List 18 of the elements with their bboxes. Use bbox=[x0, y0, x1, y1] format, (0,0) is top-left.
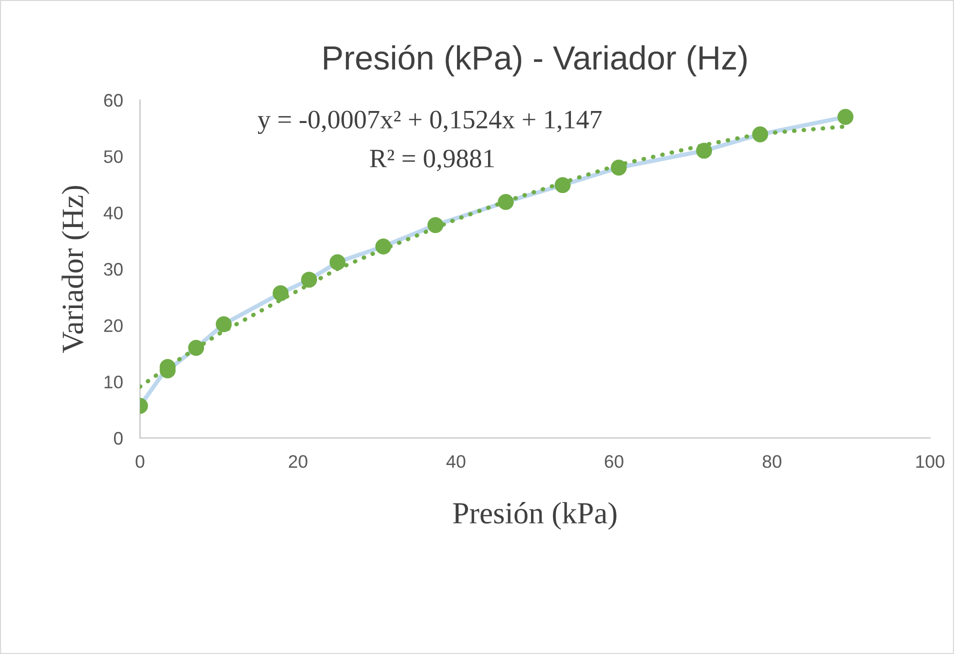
x-tick-label: 60 bbox=[604, 455, 624, 468]
y-tick-label: 40 bbox=[104, 206, 123, 220]
x-tick-label: 80 bbox=[762, 455, 782, 468]
y-axis-title: Variador (Hz) bbox=[62, 186, 90, 354]
x-tick-label: 100 bbox=[916, 455, 944, 468]
y-tick-label: 20 bbox=[104, 319, 123, 332]
annotation: y = -0,0007x² + 0,1524x + 1,147 bbox=[258, 110, 602, 134]
annotation: R² = 0,9881 bbox=[370, 150, 494, 172]
y-tick-label: 50 bbox=[104, 150, 123, 164]
x-tick-label: 40 bbox=[446, 455, 466, 468]
x-tick-label: 20 bbox=[288, 455, 308, 468]
y-tick-label: 10 bbox=[104, 376, 123, 388]
y-tick-label: 60 bbox=[104, 94, 123, 107]
x-tick-label: 0 bbox=[136, 455, 144, 468]
chart-title: Presión (kPa) - Variador (Hz) bbox=[324, 44, 747, 76]
y-tick-label: 30 bbox=[104, 262, 123, 276]
x-axis-title: Presión (kPa) bbox=[453, 502, 616, 530]
y-tick-label: 0 bbox=[114, 432, 123, 445]
